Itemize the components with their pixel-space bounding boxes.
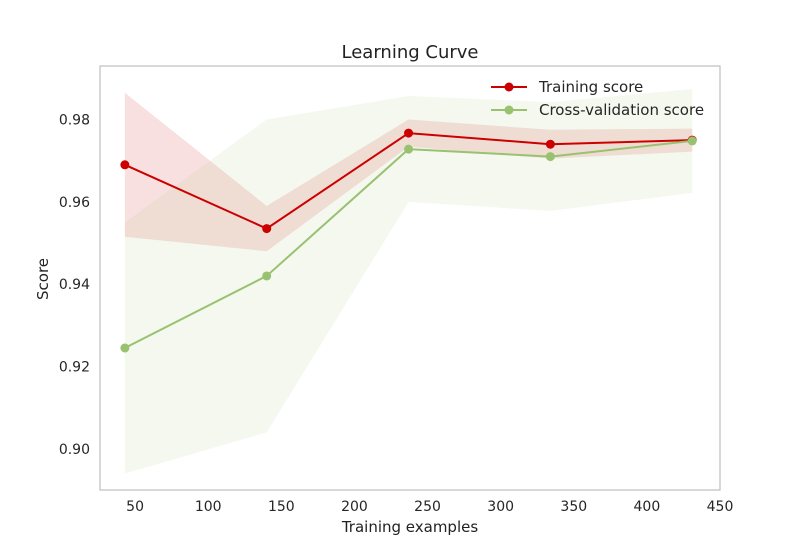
point-series-1-3 (545, 152, 555, 162)
point-series-0-0 (120, 160, 130, 170)
band-series-0 (124, 92, 693, 252)
x-tick-label: 100 (195, 499, 222, 515)
legend-marker-1 (504, 105, 514, 115)
point-series-0-2 (404, 128, 414, 138)
legend-label-1: Cross-validation score (539, 101, 704, 119)
legend: Training score Cross-validation score (491, 78, 704, 119)
x-tick-label: 250 (414, 499, 441, 515)
y-tick-label: 0.90 (59, 442, 90, 458)
y-axis-label: Score (34, 258, 52, 300)
legend-marker-0 (504, 82, 514, 92)
x-axis-ticks: 50 100 150 200 250 300 350 400 450 (126, 499, 733, 515)
x-axis-label: Training examples (341, 518, 479, 536)
y-axis-ticks: 0.90 0.92 0.94 0.96 0.98 (59, 113, 90, 458)
point-series-1-4 (687, 136, 697, 146)
x-tick-label: 400 (634, 499, 661, 515)
confidence-bands (124, 89, 693, 474)
y-tick-label: 0.96 (59, 195, 90, 211)
y-tick-label: 0.98 (59, 113, 90, 129)
point-series-0-1 (262, 224, 272, 234)
point-series-1-0 (120, 343, 130, 353)
x-tick-label: 450 (707, 499, 734, 515)
x-tick-label: 50 (126, 499, 144, 515)
y-tick-label: 0.92 (59, 360, 90, 376)
series-lines (120, 128, 697, 353)
y-tick-label: 0.94 (59, 277, 90, 293)
point-series-1-1 (262, 271, 272, 281)
x-tick-label: 150 (268, 499, 295, 515)
chart-title: Learning Curve (342, 42, 479, 63)
x-tick-label: 350 (560, 499, 587, 515)
x-tick-label: 300 (487, 499, 514, 515)
plot-frame (99, 65, 721, 491)
point-series-1-2 (404, 144, 414, 154)
x-tick-label: 200 (341, 499, 368, 515)
legend-label-0: Training score (538, 78, 643, 96)
point-series-0-3 (545, 139, 555, 149)
band-series-1 (124, 89, 693, 474)
